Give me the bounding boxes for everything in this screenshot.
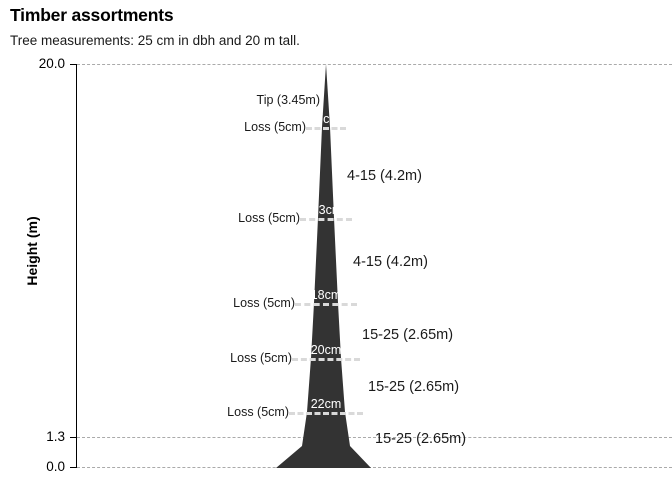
diameter-label-5: 22cm: [310, 397, 342, 411]
loss-line-2: [300, 218, 352, 221]
diameter-label-1: 7cm: [316, 112, 340, 126]
gridline-20: [77, 64, 672, 65]
y-tick-mark-20: [70, 64, 76, 65]
y-tick-label-20: 20.0: [38, 56, 65, 71]
loss-line-4: [292, 358, 360, 361]
gridline-1-3: [77, 437, 672, 438]
diameter-label-3: 18cm: [310, 288, 342, 302]
diameter-label-2: 13cm: [311, 203, 343, 217]
chart-subtitle: Tree measurements: 25 cm in dbh and 20 m…: [10, 33, 300, 48]
gridline-0: [77, 467, 672, 468]
y-tick-label-1-3: 1.3: [46, 429, 65, 444]
loss-label-5: Loss (5cm): [227, 405, 289, 419]
assortment-label-3: 15-25 (2.65m): [362, 327, 454, 343]
loss-label-2: Loss (5cm): [238, 211, 300, 225]
y-axis-title: Height (m): [24, 216, 40, 286]
diameter-label-4: 20cm: [310, 343, 342, 357]
assortment-label-2: 4-15 (4.2m): [353, 254, 428, 270]
loss-line-1: [306, 127, 346, 130]
loss-label-4: Loss (5cm): [230, 351, 292, 365]
assortment-label-4: 15-25 (2.65m): [368, 379, 460, 395]
tip-label: Tip (3.45m): [256, 93, 320, 107]
assortment-label-5: 15-25 (2.65m): [375, 431, 467, 447]
loss-label-1: Loss (5cm): [244, 120, 306, 134]
y-axis-line: [76, 64, 77, 468]
loss-label-3: Loss (5cm): [233, 296, 295, 310]
page-title: Timber assortments: [10, 5, 174, 25]
loss-line-3: [295, 303, 357, 306]
assortment-label-1: 4-15 (4.2m): [347, 168, 422, 184]
y-tick-mark-1-3: [70, 437, 76, 438]
y-tick-label-0: 0.0: [46, 459, 65, 474]
loss-line-5: [289, 412, 363, 415]
y-tick-mark-0: [70, 467, 76, 468]
